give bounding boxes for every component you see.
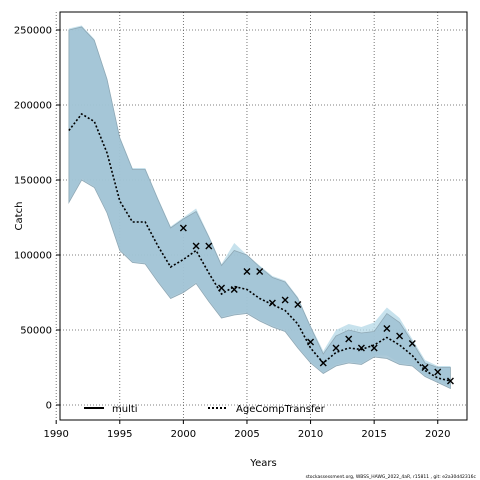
observed-point-2008 <box>281 296 289 304</box>
observed-point-2021 <box>446 377 454 385</box>
x-tick-label-1990: 1990 <box>43 429 68 440</box>
y-axis-title: Catch <box>14 202 25 231</box>
x-tick-label-1995: 1995 <box>107 429 132 440</box>
observed-point-2012 <box>332 344 340 352</box>
x-tick-label-2005: 2005 <box>234 429 259 440</box>
y-tick-label-0: 0 <box>46 401 52 412</box>
observed-point-2016 <box>383 325 391 332</box>
legend-label-multi: multi <box>112 404 138 415</box>
observed-point-2009 <box>294 301 302 308</box>
confidence-bands <box>68 25 451 390</box>
estimate-lines <box>68 112 451 382</box>
plot-frame <box>59 11 468 421</box>
x-tick-label-2020: 2020 <box>425 429 450 440</box>
y-tick-label-150000: 150000 <box>14 176 52 187</box>
observed-points <box>179 224 454 385</box>
observed-point-2017 <box>396 332 404 340</box>
y-tick-label-200000: 200000 <box>14 101 52 112</box>
axis-ticks: 1990 1995 2000 2005 2010 2015 2020 0 50000 100000… <box>14 26 451 441</box>
legend-label-agecomptransfer: AgeCompTransfer <box>236 404 326 415</box>
x-tick-label-2000: 2000 <box>171 429 196 440</box>
y-tick-label-250000: 250000 <box>14 26 52 37</box>
y-tick-label-50000: 50000 <box>20 326 52 337</box>
observed-point-2020 <box>434 368 442 376</box>
observed-point-2000 <box>179 224 187 232</box>
line-agecomptransfer-estimate <box>68 112 451 382</box>
observed-point-2001 <box>192 242 200 250</box>
observed-point-2004 <box>230 286 238 293</box>
observed-point-2002 <box>205 242 213 250</box>
observed-point-2007 <box>268 299 276 307</box>
observed-point-2014 <box>357 344 365 352</box>
x-axis-title: Years <box>249 458 276 469</box>
legend: multi AgeCompTransfer <box>84 404 326 415</box>
x-tick-label-2010: 2010 <box>298 429 323 440</box>
y-tick-label-100000: 100000 <box>14 251 52 262</box>
observed-point-2013 <box>345 335 353 343</box>
observed-point-2015 <box>370 344 378 352</box>
observed-point-2003 <box>218 284 226 292</box>
footnote: stockassessment.org, WBSS_HAWG_2022_4aR,… <box>306 474 477 480</box>
observed-point-2005 <box>243 268 251 275</box>
observed-point-2011 <box>319 359 327 367</box>
observed-point-2006 <box>256 268 264 275</box>
observed-point-2010 <box>307 338 315 346</box>
x-tick-label-2015: 2015 <box>361 429 386 440</box>
observed-point-2019 <box>421 364 429 371</box>
observed-point-2018 <box>408 340 416 347</box>
band-multi <box>68 26 451 390</box>
